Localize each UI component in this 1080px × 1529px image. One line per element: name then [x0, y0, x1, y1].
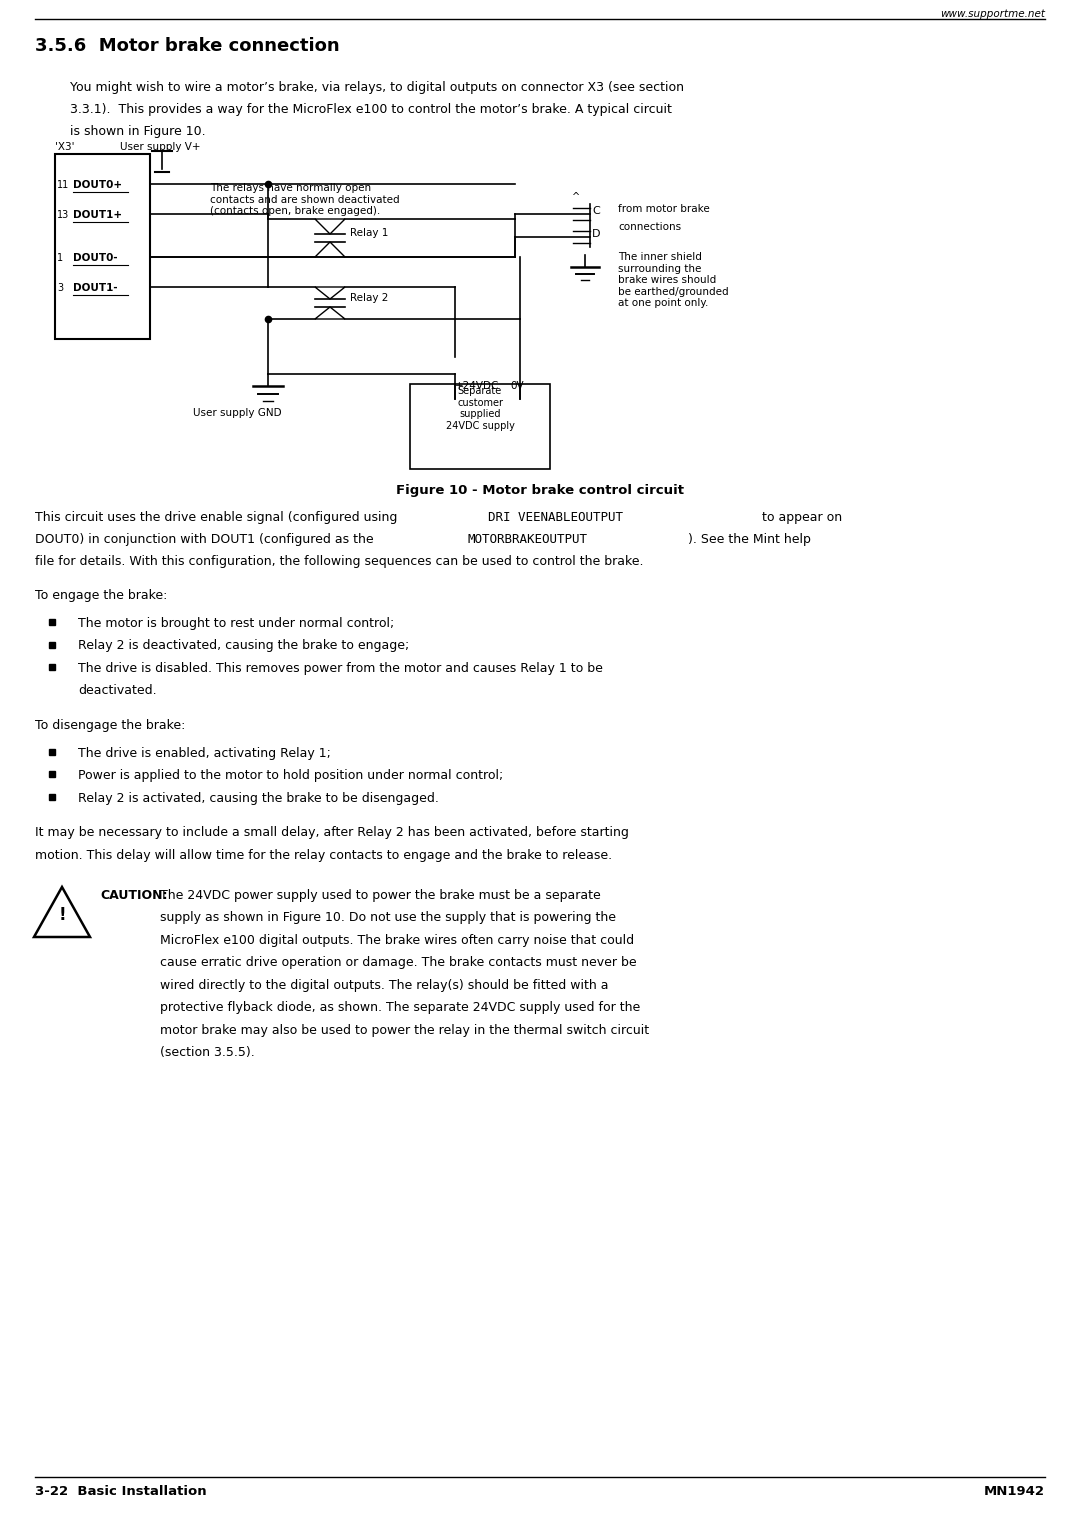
Text: The 24VDC power supply used to power the brake must be a separate: The 24VDC power supply used to power the… [160, 888, 600, 902]
Text: MicroFlex e100 digital outputs. The brake wires often carry noise that could: MicroFlex e100 digital outputs. The brak… [160, 934, 634, 946]
Text: +24VDC: +24VDC [455, 381, 499, 391]
Text: to appear on: to appear on [758, 511, 842, 524]
Text: connections: connections [618, 222, 681, 232]
Text: It may be necessary to include a small delay, after Relay 2 has been activated, : It may be necessary to include a small d… [35, 827, 629, 839]
Text: deactivated.: deactivated. [78, 685, 157, 697]
Polygon shape [315, 242, 345, 257]
Text: MN1942: MN1942 [984, 1485, 1045, 1498]
Bar [55, 154, 150, 339]
Text: DOUT1-: DOUT1- [73, 283, 118, 294]
Text: supply as shown in Figure 10. Do not use the supply that is powering the: supply as shown in Figure 10. Do not use… [160, 911, 616, 925]
Text: cause erratic drive operation or damage. The brake contacts must never be: cause erratic drive operation or damage.… [160, 957, 636, 969]
Text: The drive is disabled. This removes power from the motor and causes Relay 1 to b: The drive is disabled. This removes powe… [78, 662, 603, 674]
Text: The relays have normally open
contacts and are shown deactivated
(contacts open,: The relays have normally open contacts a… [210, 183, 400, 216]
Text: protective flyback diode, as shown. The separate 24VDC supply used for the: protective flyback diode, as shown. The … [160, 1001, 640, 1015]
Text: DOUT0+: DOUT0+ [73, 180, 122, 190]
Text: 3: 3 [57, 283, 63, 294]
Text: motor brake may also be used to power the relay in the thermal switch circuit: motor brake may also be used to power th… [160, 1024, 649, 1037]
Text: Figure 10 - Motor brake control circuit: Figure 10 - Motor brake control circuit [396, 485, 684, 497]
Text: The motor is brought to rest under normal control;: The motor is brought to rest under norma… [78, 618, 394, 630]
Text: DOUT0) in conjunction with DOUT1 (configured as the: DOUT0) in conjunction with DOUT1 (config… [35, 534, 378, 546]
Polygon shape [315, 307, 345, 320]
Text: 3.3.1).  This provides a way for the MicroFlex e100 to control the motor’s brake: 3.3.1). This provides a way for the Micr… [70, 102, 672, 116]
Text: User supply V+: User supply V+ [120, 142, 201, 151]
Text: from motor brake: from motor brake [618, 203, 710, 214]
Text: 1: 1 [57, 252, 63, 263]
Bar [410, 384, 550, 469]
Text: DOUT1+: DOUT1+ [73, 209, 122, 220]
Text: 'X3': 'X3' [55, 142, 75, 151]
Text: ). See the Mint help: ). See the Mint help [688, 534, 811, 546]
Text: Separate
customer
supplied
24VDC supply: Separate customer supplied 24VDC supply [446, 385, 514, 431]
Text: Power is applied to the motor to hold position under normal control;: Power is applied to the motor to hold po… [78, 769, 503, 783]
Text: DOUT0-: DOUT0- [73, 252, 118, 263]
Text: Relay 2: Relay 2 [350, 294, 389, 303]
Text: User supply GND: User supply GND [193, 408, 282, 417]
Text: 13: 13 [57, 209, 69, 220]
Text: This circuit uses the drive enable signal (configured using: This circuit uses the drive enable signa… [35, 511, 402, 524]
Text: The drive is enabled, activating Relay 1;: The drive is enabled, activating Relay 1… [78, 748, 330, 760]
Text: www.supportme.net: www.supportme.net [940, 9, 1045, 18]
Text: To disengage the brake:: To disengage the brake: [35, 719, 186, 732]
Text: 3-22  Basic Installation: 3-22 Basic Installation [35, 1485, 206, 1498]
Text: Relay 1: Relay 1 [350, 228, 389, 239]
Text: C: C [592, 206, 599, 216]
Text: Relay 2 is activated, causing the brake to be disengaged.: Relay 2 is activated, causing the brake … [78, 792, 438, 804]
Text: ^: ^ [572, 193, 580, 202]
Text: MOTORBRAKEOUTPUT: MOTORBRAKEOUTPUT [468, 534, 588, 546]
Polygon shape [33, 887, 90, 937]
Text: (section 3.5.5).: (section 3.5.5). [160, 1046, 255, 1060]
Text: You might wish to wire a motor’s brake, via relays, to digital outputs on connec: You might wish to wire a motor’s brake, … [70, 81, 684, 93]
Text: DRI VEENABLEOUTPUT: DRI VEENABLEOUTPUT [488, 511, 623, 524]
Text: wired directly to the digital outputs. The relay(s) should be fitted with a: wired directly to the digital outputs. T… [160, 979, 608, 992]
Polygon shape [315, 287, 345, 300]
Text: motion. This delay will allow time for the relay contacts to engage and the brak: motion. This delay will allow time for t… [35, 849, 612, 862]
Text: The inner shield
surrounding the
brake wires should
be earthed/grounded
at one p: The inner shield surrounding the brake w… [618, 252, 729, 309]
Text: CAUTION:: CAUTION: [100, 888, 167, 902]
Text: 0V: 0V [510, 381, 524, 391]
Text: is shown in Figure 10.: is shown in Figure 10. [70, 125, 205, 138]
Text: !: ! [58, 907, 66, 924]
Text: 3.5.6  Motor brake connection: 3.5.6 Motor brake connection [35, 37, 339, 55]
Text: 11: 11 [57, 180, 69, 190]
Polygon shape [315, 219, 345, 234]
Text: file for details. With this configuration, the following sequences can be used t: file for details. With this configuratio… [35, 555, 644, 567]
Text: Relay 2 is deactivated, causing the brake to engage;: Relay 2 is deactivated, causing the brak… [78, 639, 409, 653]
Text: D: D [592, 229, 600, 239]
Text: To engage the brake:: To engage the brake: [35, 589, 167, 602]
